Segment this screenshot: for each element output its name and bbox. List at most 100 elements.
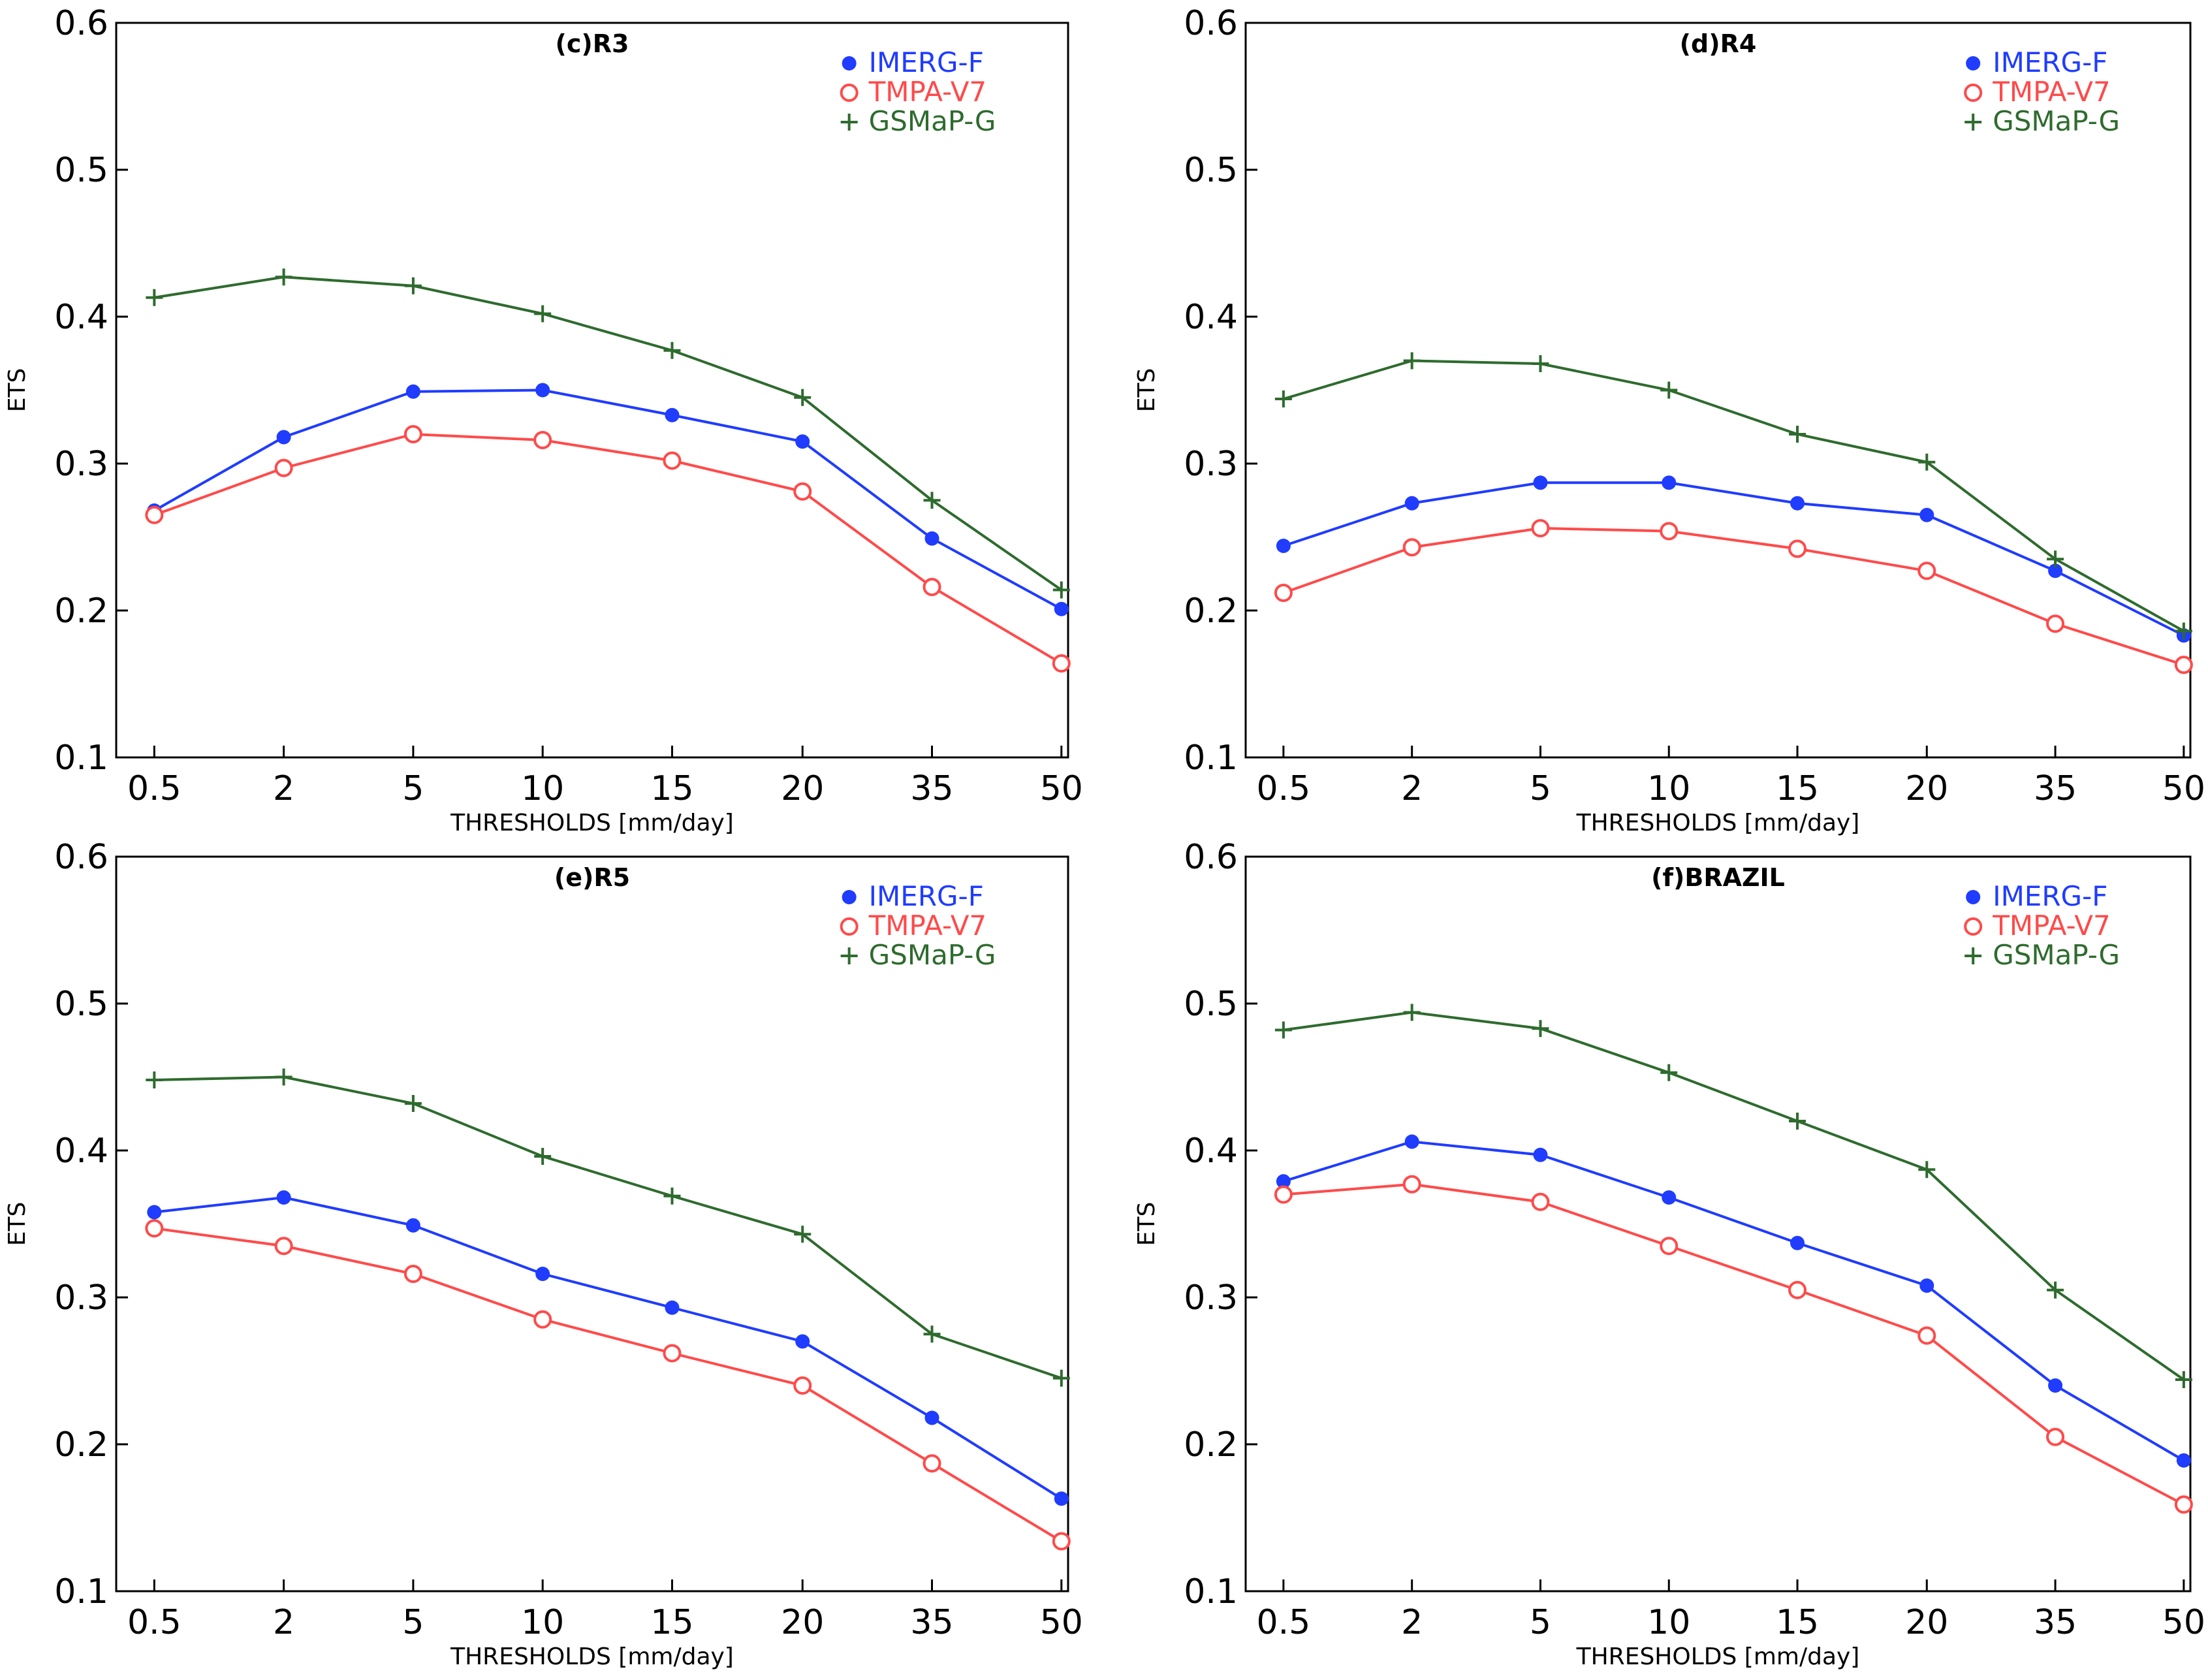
data-point [1533, 475, 1548, 490]
y-tick-label: 0.1 [1184, 738, 1238, 778]
data-point [923, 1325, 941, 1343]
y-tick-label: 0.5 [1184, 985, 1238, 1024]
legend-marker [840, 947, 858, 964]
legend-label: TMPA-V7 [868, 910, 987, 942]
data-point [924, 531, 939, 546]
y-tick-label: 0.4 [54, 1132, 108, 1171]
x-tick-label: 35 [910, 769, 953, 808]
x-tick-label: 10 [521, 1603, 564, 1642]
x-tick-label: 50 [2162, 1603, 2205, 1642]
y-tick-label: 0.6 [54, 838, 108, 877]
y-tick-label: 0.1 [54, 738, 108, 778]
series-line [154, 1227, 1062, 1543]
data-point [2048, 563, 2063, 578]
data-point [146, 1071, 163, 1088]
data-point [2176, 1453, 2191, 1468]
plot-frame [1244, 855, 2192, 1593]
data-point [1918, 1161, 1936, 1179]
data-point [404, 1095, 422, 1112]
data-point [533, 1310, 552, 1329]
data-point [793, 1376, 812, 1395]
data-point [405, 384, 420, 399]
data-point [665, 1300, 680, 1315]
x-tick-label: 5 [402, 1603, 424, 1642]
y-axis-title: ETS [4, 1202, 31, 1246]
x-tick-label: 5 [1530, 1603, 1551, 1642]
data-point [1660, 522, 1679, 541]
y-tick-label: 0.3 [54, 445, 108, 484]
data-point [1052, 581, 1070, 599]
x-tick-label: 20 [1905, 769, 1948, 808]
legend-marker [840, 114, 858, 131]
data-point [1052, 1532, 1071, 1551]
legend-label: IMERG-F [869, 46, 984, 78]
y-axis-title: ETS [1133, 368, 1160, 413]
data-point [1918, 453, 1936, 471]
chart-panel-2: 0.1 0.2 0.3 0.4 0.5 0.6 0.5 2 5 10 15 20 35 50 THRESHO… [1133, 4, 2205, 836]
data-point [275, 268, 292, 286]
series-line [1283, 526, 2184, 667]
y-axis-title: ETS [1133, 1202, 1160, 1246]
y-tick-label: 0.5 [54, 151, 108, 190]
data-point [1788, 539, 1807, 558]
data-point [1402, 538, 1421, 557]
data-point [145, 505, 164, 524]
legend-marker [842, 890, 857, 904]
data-point [2047, 1281, 2064, 1299]
x-tick-label: 20 [781, 769, 824, 808]
x-tick-label: 10 [1647, 769, 1690, 808]
y-tick-label: 0.6 [1184, 4, 1238, 43]
y-tick-label: 0.2 [1184, 1425, 1238, 1465]
legend-marker [1966, 890, 1981, 904]
data-point [1790, 1235, 1805, 1250]
x-tick-label: 15 [1776, 1603, 1819, 1642]
x-tick-label: 5 [402, 769, 424, 808]
data-point [1660, 1064, 1678, 1081]
x-tick-label: 5 [1530, 769, 1551, 808]
x-tick-label: 50 [1040, 769, 1083, 808]
legend-marker [1964, 947, 1982, 964]
data-point [403, 425, 422, 443]
y-tick-label: 0.3 [1184, 1278, 1238, 1318]
data-point [1402, 1175, 1421, 1194]
series-line [153, 432, 1062, 665]
x-tick-label: 50 [2162, 769, 2205, 808]
data-point [924, 1410, 939, 1425]
x-tick-label: 15 [650, 1603, 693, 1642]
data-point [2047, 550, 2064, 568]
data-point [2174, 656, 2193, 674]
chart-title: (e)R5 [554, 863, 630, 892]
x-tick-label: 50 [1040, 1603, 1083, 1642]
series-line [153, 388, 1062, 610]
data-point [923, 1454, 941, 1473]
x-tick-label: 2 [1401, 1603, 1423, 1642]
legend-marker [840, 84, 859, 102]
x-tick-label: 2 [273, 769, 294, 808]
x-tick-label: 10 [1647, 1603, 1690, 1642]
data-point [1403, 352, 1421, 370]
legend-label: GSMaP-G [1993, 105, 2120, 137]
x-tick-label: 2 [273, 1603, 294, 1642]
x-axis-title: THRESHOLDS [mm/day] [450, 1643, 734, 1670]
data-point [1531, 519, 1550, 537]
data-point [1052, 1369, 1070, 1387]
data-point [1789, 426, 1806, 443]
data-point [533, 431, 552, 449]
x-tick-label: 35 [910, 1603, 953, 1642]
series-line [1283, 1011, 2185, 1381]
chart-panel-1: 0.1 0.2 0.3 0.4 0.5 0.6 0.5 2 5 10 15 20 35 50 THRESHO… [4, 4, 1083, 836]
legend-label: TMPA-V7 [868, 76, 987, 108]
data-point [794, 1226, 812, 1243]
y-tick-label: 0.6 [54, 4, 108, 43]
legend-label: GSMaP-G [869, 939, 996, 971]
data-point [534, 1148, 552, 1165]
data-point [1919, 1278, 1934, 1293]
data-point [663, 451, 682, 470]
plot-frame [115, 22, 1069, 759]
data-point [274, 458, 293, 477]
chart-title: (f)BRAZIL [1651, 863, 1785, 892]
series-line [1283, 481, 2184, 637]
data-point [794, 388, 812, 406]
data-point [1052, 654, 1071, 673]
y-tick-label: 0.4 [1184, 1132, 1238, 1171]
